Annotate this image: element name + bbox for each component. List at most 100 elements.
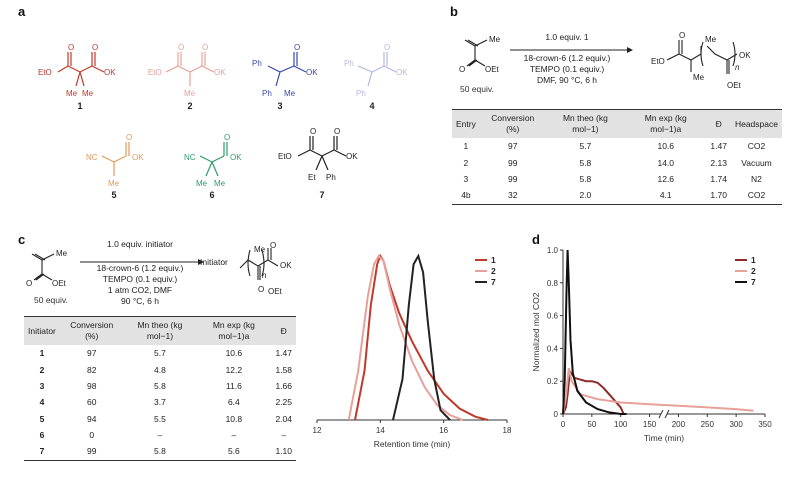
svg-text:O: O	[26, 279, 32, 288]
cell: 5.8	[579, 173, 592, 184]
compound-3-ph-top: Ph	[252, 59, 262, 68]
svg-text:Me: Me	[254, 245, 266, 254]
cell: –	[157, 430, 163, 441]
compound-2-structure	[165, 52, 215, 86]
panel-letter-c: c	[18, 232, 26, 247]
monomer-equiv-c: 50 equiv.	[34, 295, 68, 305]
svg-text:n: n	[262, 271, 267, 280]
svg-text:OEt: OEt	[727, 81, 742, 90]
compound-label-4: 4	[369, 101, 375, 111]
cell: 10.6	[225, 348, 243, 359]
compound-1-me-right: Me	[82, 89, 94, 98]
condition-c-3: 1 atm CO2, DMF	[107, 285, 173, 295]
table-row: 5 94 5.5 10.8 2.04	[24, 411, 296, 427]
cell: 2.13	[710, 157, 727, 168]
svg-text:O: O	[334, 127, 340, 136]
svg-text:Me: Me	[56, 249, 68, 258]
table-row: 2 99 5.8 14.0 2.13 Vacuum	[452, 154, 782, 170]
condition-b-2: TEMPO (0.1 equiv.)	[529, 64, 605, 74]
table-row: 1 97 5.7 10.6 1.47	[24, 345, 296, 361]
svg-text:O: O	[679, 31, 685, 40]
table-row: 4b 32 2.0 4.1 1.70 CO2	[452, 187, 782, 205]
svg-text:OEt: OEt	[52, 279, 67, 288]
gpc-legend-label-2: 2	[491, 266, 496, 276]
svg-text:OEt: OEt	[485, 65, 500, 74]
table-row: 7 99 5.8 5.6 1.10	[24, 443, 296, 461]
compound-2-ok: OK	[214, 68, 226, 77]
gpc-x-tick-label: 16	[439, 426, 448, 435]
panel-b-scheme: Me O OEt O EtO Me Me OK OEt n	[459, 31, 751, 90]
cell: 99	[508, 157, 518, 168]
svg-text:Me: Me	[705, 35, 717, 44]
cell: 5	[39, 413, 45, 424]
gpc-x-tick-label: 12	[313, 426, 322, 435]
compound-6-structure	[199, 142, 228, 177]
cell: 97	[508, 141, 518, 152]
compound-5-ok: OK	[132, 153, 144, 162]
panel-letter-d: d	[532, 232, 540, 247]
initiator-label: Initiator	[200, 257, 228, 267]
co2-series-line-1	[562, 368, 625, 415]
compound-2-me: Me	[184, 89, 196, 98]
col-header-mn-theo: Mn theo (kg mol−1)	[123, 316, 197, 345]
conditions-c: 18-crown-6 (1.2 equiv.) TEMPO (0.1 equiv…	[80, 263, 200, 307]
cell: 5.8	[154, 380, 166, 391]
svg-text:OK: OK	[280, 261, 292, 270]
cell: 1.47	[275, 348, 292, 359]
table-row: 3 99 5.8 12.6 1.74 N2	[452, 171, 782, 187]
cell: CO2	[730, 187, 782, 205]
co2-y-tick-label: 0.4	[547, 344, 559, 353]
condition-b-3: DMF, 90 °C, 6 h	[536, 75, 598, 85]
cell: 1.10	[271, 443, 296, 461]
cell: 2	[39, 364, 45, 375]
cell: 7	[24, 443, 60, 461]
co2-y-tick-label: 0.2	[547, 377, 559, 386]
condition-b-1: 18-crown-6 (1.2 equiv.)	[523, 53, 611, 63]
svg-text:O: O	[459, 65, 465, 74]
compound-4-ok: OK	[396, 68, 408, 77]
gpc-legend-label-7: 7	[491, 277, 496, 287]
cell: 4.1	[625, 187, 707, 205]
col-header-conversion: Conversion (%)	[59, 316, 124, 345]
compound-4-ph-bottom: Ph	[356, 89, 366, 98]
col-header-headspace: Headspace	[730, 109, 782, 138]
co2-x-axis-label: Time (min)	[644, 433, 684, 443]
svg-text:OK: OK	[739, 51, 751, 60]
condition-c-1: 18-crown-6 (1.2 equiv.)	[96, 263, 184, 273]
svg-text:OEt: OEt	[268, 287, 283, 296]
panel-c-scheme: Me O OEt Me O OK O OEt n	[26, 241, 292, 296]
svg-text:O: O	[178, 43, 184, 52]
panel-c-table: Initiator Conversion (%) Mn theo (kg mol…	[24, 316, 296, 461]
co2-series-line-7	[562, 249, 627, 415]
gpc-x-tick-label: 14	[376, 426, 385, 435]
cell: 5.5	[154, 413, 166, 424]
gpc-series-line-1	[354, 253, 489, 421]
cell: 5.7	[579, 141, 592, 152]
compound-1-me-left: Me	[66, 89, 78, 98]
table-row: 3 98 5.8 11.6 1.66	[24, 378, 296, 394]
compound-label-6: 6	[209, 190, 215, 200]
co2-x-tick-label: 350	[758, 420, 772, 429]
svg-text:Me: Me	[693, 73, 705, 82]
compound-7-ph: Ph	[326, 173, 336, 182]
compound-2-eto: EtO	[148, 68, 162, 77]
svg-text:O: O	[126, 133, 132, 142]
cell: Vacuum	[741, 157, 772, 168]
co2-x-tick-label: 50	[587, 420, 596, 429]
gpc-x-axis-label: Retention time (min)	[374, 439, 451, 449]
panel-letter-b: b	[450, 4, 458, 19]
co2-y-axis-label: Normalized mol CO2	[531, 292, 541, 371]
compound-1-O-right: O	[92, 43, 98, 52]
cell: 32	[479, 187, 546, 205]
compound-6-nc: NC	[184, 153, 196, 162]
co2-chart: 0 0.2 0.4 0.6 0.8 1.0 0 50 100 150 200 250 300 350 Tim…	[531, 246, 772, 443]
svg-text:EtO: EtO	[651, 57, 665, 66]
col-header-mn-exp: Mn exp (kg mol−1)a	[625, 109, 707, 138]
cell: 98	[86, 380, 97, 391]
cell: 60	[86, 397, 97, 408]
co2-y-tick-label: 0.8	[547, 279, 559, 288]
table-row: 2 82 4.8 12.2 1.58	[24, 361, 296, 377]
cell: 2.04	[275, 413, 292, 424]
condition-c-4: 90 °C, 6 h	[121, 296, 159, 306]
